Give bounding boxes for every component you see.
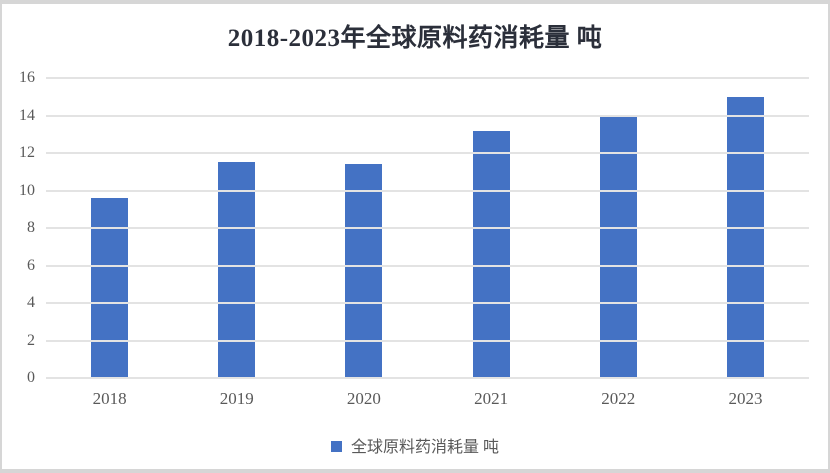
y-tick-label: 16 bbox=[19, 69, 35, 86]
x-axis: 2018 2019 2020 2021 2022 2023 bbox=[46, 389, 809, 409]
bar-2022 bbox=[599, 117, 637, 378]
bar-2021 bbox=[472, 130, 510, 378]
bar-slot bbox=[682, 78, 809, 378]
y-tick-label: 12 bbox=[19, 144, 35, 161]
y-tick-label: 14 bbox=[19, 106, 35, 124]
bar-slot bbox=[300, 78, 427, 378]
x-tick-label: 2022 bbox=[601, 389, 636, 408]
bar-2018 bbox=[91, 198, 129, 378]
plot-area bbox=[46, 77, 809, 379]
gridline bbox=[46, 264, 809, 267]
bar-slot bbox=[173, 78, 300, 378]
gridline bbox=[46, 114, 809, 117]
x-tick-label: 2023 bbox=[728, 389, 763, 408]
legend-swatch-icon bbox=[330, 440, 342, 452]
y-tick-label: 2 bbox=[27, 331, 35, 349]
bar-slot bbox=[555, 78, 682, 378]
y-axis: 0 2 4 6 8 10 12 14 16 bbox=[2, 69, 38, 386]
bar-2023 bbox=[726, 96, 764, 378]
gridline bbox=[46, 339, 809, 342]
gridline bbox=[46, 377, 809, 379]
bar-2019 bbox=[218, 162, 256, 378]
y-tick-label: 10 bbox=[19, 181, 35, 199]
gridline bbox=[46, 302, 809, 304]
x-tick-label: 2021 bbox=[474, 389, 509, 408]
gridline bbox=[46, 227, 809, 229]
chart-title: 2018-2023年全球原料药消耗量 吨 bbox=[227, 25, 603, 52]
x-tick-label: 2020 bbox=[346, 389, 381, 408]
bar-slot bbox=[428, 78, 555, 378]
gridline bbox=[46, 152, 809, 154]
gridline bbox=[46, 77, 809, 79]
bars-group bbox=[46, 78, 809, 378]
x-tick-label: 2018 bbox=[92, 389, 127, 408]
gridline bbox=[46, 189, 809, 192]
bar-2020 bbox=[345, 164, 383, 378]
legend-series-label: 全球原料药消耗量 吨 bbox=[350, 439, 499, 456]
x-tick-label: 2019 bbox=[219, 389, 254, 408]
y-tick-label: 0 bbox=[27, 369, 35, 386]
y-tick-label: 8 bbox=[27, 219, 35, 236]
y-tick-label: 6 bbox=[27, 256, 35, 274]
legend: 全球原料药消耗量 吨 bbox=[2, 433, 828, 457]
y-tick-label: 4 bbox=[27, 294, 35, 311]
